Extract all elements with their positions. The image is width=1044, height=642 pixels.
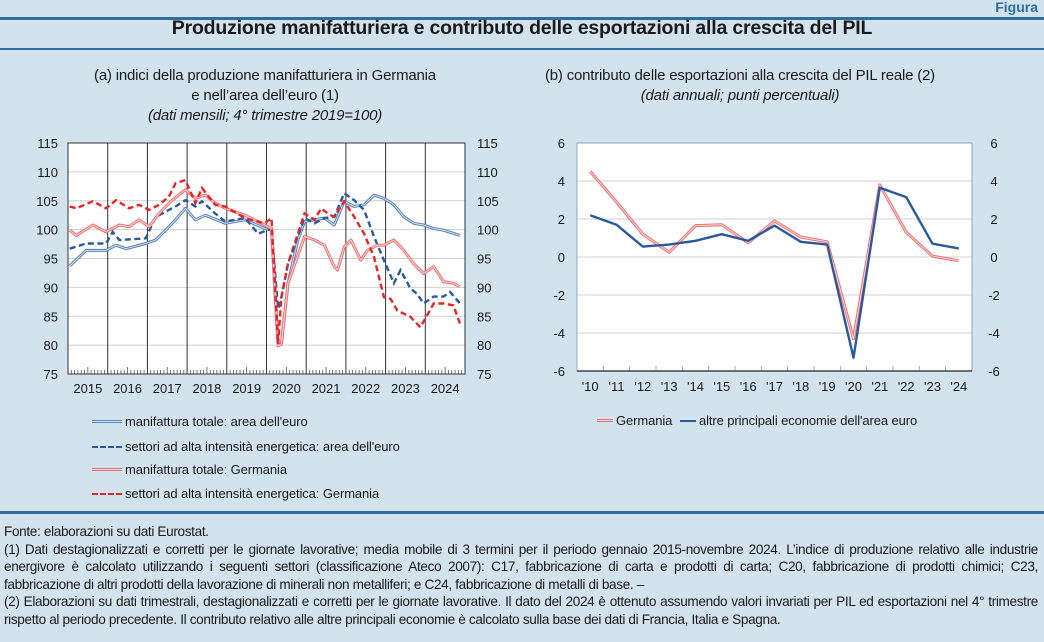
chart-b-xtick-label: '18	[792, 379, 809, 394]
chart-a-xtick-label: 2015	[73, 381, 102, 396]
legend-label: altre principali economie dell'area euro	[699, 413, 918, 428]
chart-b-xtick-label: '19	[819, 379, 836, 394]
footnotes: Fonte: elaborazioni su dati Eurostat. (1…	[4, 523, 1038, 628]
chart-b-series-2	[589, 186, 960, 359]
legend-b-item-1: Germania	[597, 413, 672, 428]
legend-swatch-red	[597, 419, 613, 422]
chart-b-subtitle: (dati annuali; punti percentuali)	[640, 87, 840, 104]
chart-a-frame	[67, 142, 466, 375]
chart-a-heading: (a) indici della produzione manifatturie…	[30, 66, 500, 126]
chart-b-xtick-label: '14	[687, 379, 704, 394]
legend-swatch-blue	[680, 419, 696, 422]
notes-rule	[0, 511, 1044, 514]
chart-a-ytick-right: 100	[477, 223, 499, 238]
chart-a-ytick-right: 75	[477, 367, 491, 382]
chart-a-ytick-left: 85	[44, 309, 58, 324]
chart-a-ytick-left: 75	[44, 367, 58, 382]
chart-b-ytick-left: 4	[558, 174, 565, 189]
chart-b-ytick-left: 2	[558, 212, 565, 227]
chart-a-xtick-label: 2017	[153, 381, 182, 396]
chart-a-series-3-inner	[69, 189, 461, 347]
chart-a-series-2	[69, 191, 461, 310]
chart-a-xtick-label: 2024	[431, 381, 460, 396]
chart-b-ytick-right: -4	[988, 326, 1000, 341]
chart-a-xtick-label: 2016	[113, 381, 142, 396]
legend-swatch-solid-red	[92, 468, 122, 471]
chart-b-xtick-label: '22	[898, 379, 915, 394]
chart-a-xtick-label: 2018	[192, 381, 221, 396]
chart-a-xtick-label: 2022	[351, 381, 380, 396]
chart-b-ytick-right: 6	[990, 136, 997, 151]
chart-b-ytick-left: 6	[558, 136, 565, 151]
chart-b-title: (b) contributo delle esportazioni alla c…	[545, 67, 935, 84]
chart-a-ytick-left: 80	[44, 338, 58, 353]
legend-a-item-2: settori ad alta intensità energetica: ar…	[92, 439, 400, 454]
chart-b-ytick-right: 0	[990, 250, 997, 265]
top-rule	[0, 17, 1044, 20]
chart-b-xtick-label: '11	[609, 379, 625, 394]
chart-b-xtick-label: '17	[766, 379, 783, 394]
chart-a-ytick-left: 100	[36, 223, 58, 238]
chart-b-ytick-left: 0	[558, 250, 565, 265]
chart-a-ytick-left: 105	[36, 194, 58, 209]
legend-label: manifattura totale: area dell'euro	[125, 414, 308, 429]
chart-a-ytick-right: 80	[477, 338, 491, 353]
chart-b-ytick-left: -6	[553, 364, 565, 379]
chart-a-ytick-right: 115	[477, 136, 498, 151]
chart-b-xtick-label: '20	[845, 379, 862, 394]
figure-title: Produzione manifatturiera e contributo d…	[171, 17, 873, 39]
chart-b-xtick-label: '10	[582, 379, 599, 394]
chart-b-xtick-label: '15	[713, 379, 730, 394]
legend-b-item-2: altre principali economie dell'area euro	[680, 413, 917, 428]
chart-a-xtick-label: 2020	[272, 381, 301, 396]
chart-a-ytick-left: 110	[37, 165, 58, 180]
chart-a-ytick-right: 110	[477, 165, 498, 180]
chart-b-ytick-right: -6	[988, 364, 1000, 379]
chart-b-xtick-label: '23	[924, 379, 941, 394]
chart-b-ytick-right: 4	[990, 174, 997, 189]
chart-b-ytick-right: 2	[990, 212, 997, 227]
chart-b-xtick-label: '21	[871, 379, 888, 394]
chart-a-ytick-left: 90	[44, 280, 58, 295]
chart-b-xtick-label: '12	[634, 379, 651, 394]
chart-a-ytick-left: 95	[44, 252, 58, 267]
chart-b-ytick-left: -2	[553, 288, 565, 303]
legend-swatch-solid-blue	[92, 420, 122, 423]
legend-a-item-4: settori ad alta intensità energetica: Ge…	[92, 486, 379, 501]
chart-a-subtitle: (dati mensili; 4° trimestre 2019=100)	[147, 107, 383, 124]
chart-b-ytick-right: -2	[988, 288, 1000, 303]
chart-a-ytick-right: 95	[477, 252, 491, 267]
chart-b-xtick-label: '16	[740, 379, 757, 394]
chart-b-series-1-inner	[589, 171, 959, 340]
legend-label: Germania	[616, 413, 673, 428]
chart-a-ytick-left: 115	[37, 136, 58, 151]
chart-a-xtick-label: 2023	[391, 381, 420, 396]
legend-a-item-3: manifattura totale: Germania	[92, 462, 287, 477]
figure-label: Figura	[995, 0, 1038, 15]
chart-b-xtick-label: '24	[950, 379, 967, 394]
chart-a-title-line2: e nell’area dell’euro (1)	[191, 87, 339, 104]
footnote-1: (1) Dati destagionalizzati e corretti pe…	[4, 541, 1038, 592]
chart-a-xtick-label: 2019	[232, 381, 261, 396]
footnote-2: (2) Elaborazioni su dati trimestrali, de…	[4, 594, 1038, 627]
chart-b-xtick-label: '13	[661, 379, 678, 394]
legend-label: settori ad alta intensità energetica: ar…	[125, 439, 400, 454]
chart-a-ytick-right: 105	[477, 194, 499, 209]
chart-a-ytick-right: 85	[477, 309, 491, 324]
chart-b-ytick-left: -4	[553, 326, 565, 341]
title-rule	[0, 48, 1044, 50]
chart-a-title-line1: (a) indici della produzione manifatturie…	[94, 67, 436, 84]
chart-b-heading: (b) contributo delle esportazioni alla c…	[520, 66, 960, 106]
chart-a-ytick-right: 90	[477, 280, 491, 295]
legend-label: manifattura totale: Germania	[125, 462, 287, 477]
legend-a-item-1: manifattura totale: area dell'euro	[92, 414, 308, 429]
legend-swatch-dashed-red	[92, 492, 122, 495]
source-note: Fonte: elaborazioni su dati Eurostat.	[4, 524, 209, 539]
chart-a-xtick-label: 2021	[312, 381, 341, 396]
chart-a-series-4	[69, 178, 462, 345]
legend-swatch-dashed-blue	[92, 445, 122, 448]
legend-label: settori ad alta intensità energetica: Ge…	[125, 486, 380, 501]
